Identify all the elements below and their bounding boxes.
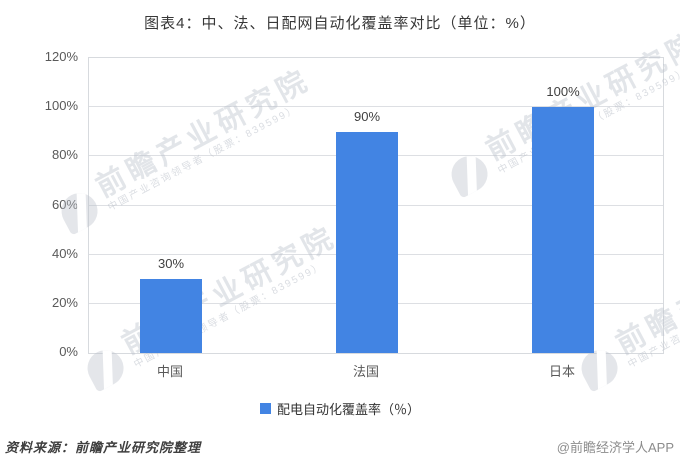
y-axis-label: 0% — [59, 344, 78, 359]
y-axis-label: 100% — [44, 98, 78, 114]
x-axis-label: 日本 — [548, 364, 575, 379]
x-axis-label: 中国 — [156, 364, 183, 379]
bar-value-label: 100% — [546, 84, 580, 100]
legend-swatch-icon — [259, 403, 271, 414]
x-axis-label: 法国 — [352, 364, 379, 379]
bar-法国 — [336, 131, 398, 353]
y-axis-label: 60% — [51, 196, 78, 212]
y-axis-label: 20% — [51, 294, 78, 310]
chart-title: 图表4：中、法、日配网自动化覆盖率对比（单位：%） — [144, 15, 536, 32]
bar-value-label: 90% — [353, 108, 381, 124]
plot-area: 30% 90% 100% — [88, 57, 664, 354]
bar-日本 — [532, 107, 594, 353]
bar-中国 — [140, 279, 202, 353]
y-axis-label: 40% — [51, 245, 78, 261]
attribution: @前瞻经济学人APP — [556, 440, 674, 455]
gridline — [89, 106, 663, 108]
source-note: 资料来源：前瞻产业研究院整理 — [5, 440, 202, 455]
legend: 配电自动化覆盖率（％） — [0, 399, 680, 418]
legend-label: 配电自动化覆盖率（％） — [276, 402, 420, 417]
bar-value-label: 30% — [157, 256, 185, 272]
y-axis-label: 120% — [44, 49, 78, 64]
y-axis-label: 80% — [51, 147, 78, 163]
